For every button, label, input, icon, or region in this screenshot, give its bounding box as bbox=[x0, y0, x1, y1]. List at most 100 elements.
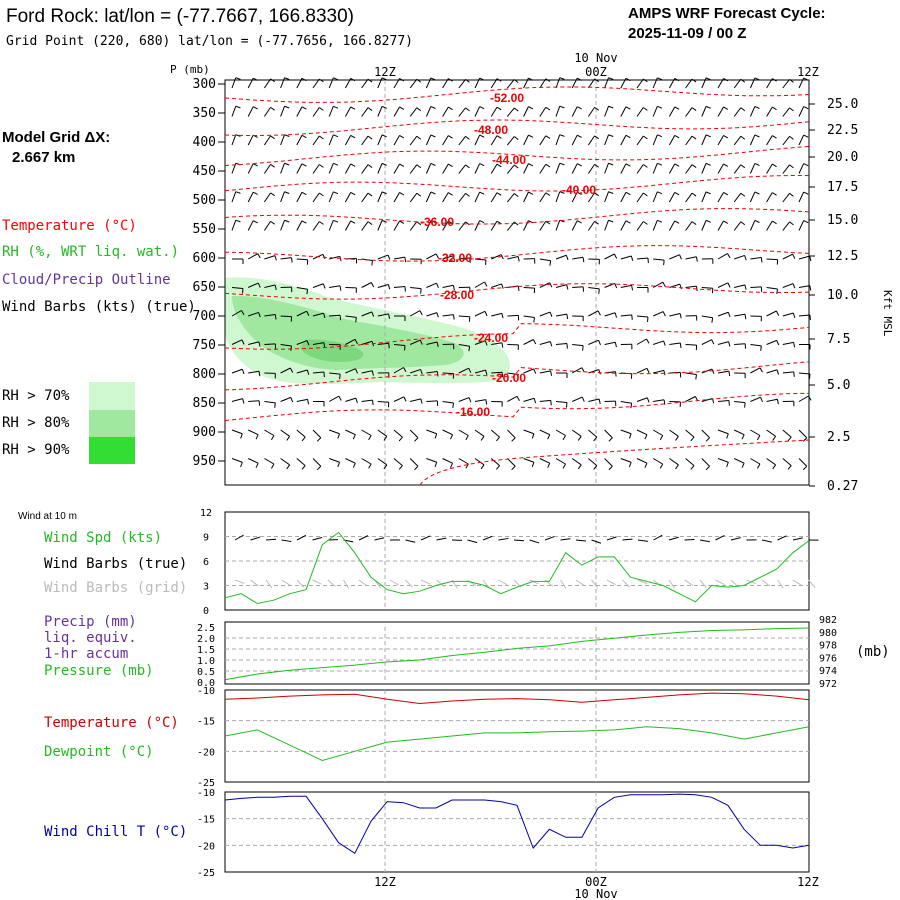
wind-barb bbox=[523, 191, 534, 203]
wind-barb bbox=[636, 192, 648, 203]
grid-wind-barb bbox=[405, 579, 413, 588]
wind-barb bbox=[247, 77, 258, 89]
wind-barb bbox=[296, 77, 307, 89]
wind-barb bbox=[734, 401, 746, 408]
wind-barb bbox=[280, 286, 293, 293]
surface-wind-barb bbox=[575, 539, 586, 542]
wind-barb bbox=[231, 429, 243, 439]
wind-barb bbox=[474, 369, 488, 376]
wind-barb bbox=[507, 193, 519, 203]
tick-label: -20 bbox=[197, 747, 215, 758]
wind-barb bbox=[750, 429, 761, 441]
grid-wind-barb bbox=[312, 579, 322, 585]
pressure-tick: 850 bbox=[193, 396, 216, 411]
wind-barb bbox=[669, 429, 679, 441]
surface-wind-barb bbox=[730, 537, 741, 541]
wind-barb bbox=[636, 107, 648, 117]
time-label-12z-bottom-right: 12Z bbox=[797, 875, 819, 889]
wind-barb bbox=[426, 253, 439, 260]
wind-barb bbox=[328, 395, 342, 402]
isotherm-label: -32.00 bbox=[438, 251, 472, 265]
wind-barb bbox=[296, 134, 307, 146]
wind-barb bbox=[345, 458, 356, 468]
grid-wind-barb bbox=[606, 579, 617, 586]
wind-barb bbox=[701, 219, 711, 231]
wind-barb bbox=[685, 458, 695, 470]
grid-wind-barb bbox=[761, 579, 771, 587]
wind-barb bbox=[247, 191, 258, 203]
tick-label: 1.5 bbox=[197, 645, 215, 656]
wind-barb bbox=[426, 282, 439, 288]
wind-barb bbox=[410, 258, 422, 265]
wind-barb bbox=[393, 367, 407, 374]
surface-wind-barb bbox=[265, 538, 277, 541]
wind-barb bbox=[523, 220, 534, 231]
wind-barb bbox=[766, 458, 777, 470]
wind-barb bbox=[701, 315, 714, 323]
wind-barb bbox=[523, 397, 537, 404]
wind-barb bbox=[393, 458, 403, 470]
wind-barb bbox=[766, 310, 780, 317]
wind-barb bbox=[750, 458, 761, 469]
wind-barb bbox=[231, 339, 245, 345]
wind-barb bbox=[636, 221, 648, 231]
tick-label: 0 bbox=[203, 606, 209, 617]
wind-barb bbox=[393, 429, 403, 442]
wind-barb bbox=[491, 312, 504, 319]
precip-tick-labels: 2.52.01.51.00.50.0 bbox=[197, 623, 215, 689]
wind-barb bbox=[766, 135, 777, 146]
pressure-tick: 500 bbox=[193, 193, 216, 208]
wind-barb bbox=[798, 134, 809, 146]
wind-barb bbox=[636, 78, 648, 89]
wind-barb bbox=[377, 342, 390, 349]
wind-barb bbox=[458, 315, 471, 322]
wind-barb bbox=[733, 458, 745, 468]
wind-barb bbox=[425, 162, 436, 174]
isotherm-label: -40.00 bbox=[562, 183, 596, 197]
wind-barb bbox=[312, 312, 326, 319]
wind-barb bbox=[458, 221, 470, 231]
wind-barb bbox=[717, 106, 729, 117]
wind-barb bbox=[782, 135, 794, 146]
time-label-12z-bottom: 12Z bbox=[374, 875, 396, 889]
wind-barb bbox=[588, 339, 601, 345]
grid-wind-barb bbox=[637, 579, 648, 585]
wind-barb bbox=[572, 315, 584, 322]
wind-barb bbox=[490, 429, 501, 442]
wind-barb bbox=[328, 219, 339, 231]
wind-barb bbox=[393, 106, 405, 117]
wind-barb bbox=[442, 163, 453, 174]
wind-barb bbox=[312, 283, 326, 289]
wind-barb bbox=[523, 339, 537, 345]
wind-barb bbox=[345, 315, 357, 323]
wind-barb bbox=[782, 107, 794, 117]
wind-barb bbox=[653, 399, 666, 405]
wind-barb bbox=[507, 429, 516, 442]
wind-barb bbox=[766, 192, 777, 203]
wind-barb bbox=[750, 344, 762, 351]
wind-gridlines bbox=[225, 512, 809, 610]
surface-wind-barb bbox=[250, 536, 261, 541]
wind-barb bbox=[458, 367, 472, 374]
time-label-00z-bottom: 00Z bbox=[585, 875, 607, 889]
wind-barb bbox=[296, 287, 309, 295]
wind-barb bbox=[620, 314, 633, 320]
wind-barb bbox=[442, 106, 453, 117]
wind-barb bbox=[426, 429, 438, 439]
wind-barb bbox=[312, 429, 322, 442]
wind-barb bbox=[766, 258, 779, 265]
wind-chill-series bbox=[224, 793, 810, 855]
model-grid-label: Model Grid ΔX: bbox=[2, 129, 110, 146]
wind-barb bbox=[733, 164, 746, 174]
wind-barb bbox=[247, 458, 259, 468]
wind-barb bbox=[587, 135, 599, 146]
wind-barb bbox=[280, 77, 290, 89]
wind-barb bbox=[782, 78, 794, 89]
wind-barb bbox=[669, 401, 681, 407]
wind-barb bbox=[409, 135, 422, 146]
pressure-tick: 650 bbox=[193, 280, 216, 295]
wind-barb bbox=[539, 340, 553, 347]
wind-barb bbox=[604, 191, 614, 203]
wind-chill-panel-frame bbox=[224, 791, 810, 873]
isotherm-line bbox=[224, 392, 810, 421]
